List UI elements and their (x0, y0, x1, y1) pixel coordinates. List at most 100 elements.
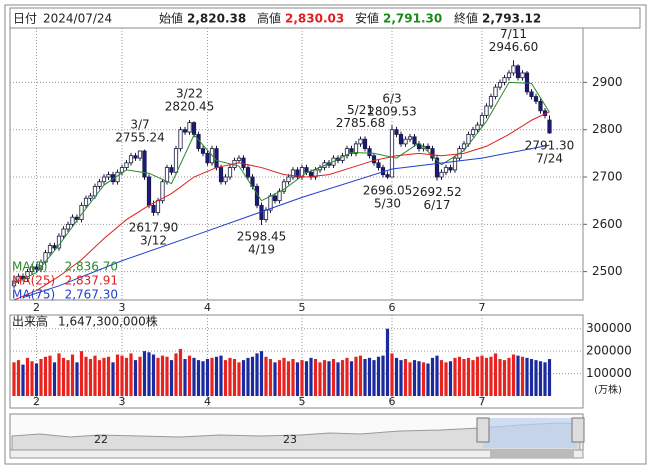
volume-bar (277, 360, 282, 396)
x-tick-label: 6 (389, 395, 396, 408)
volume-bar (403, 359, 408, 396)
volume-bar (282, 357, 286, 396)
candle-body (106, 174, 111, 178)
volume-bar (304, 361, 309, 396)
volume-bar (430, 357, 435, 396)
volume-bar (417, 361, 421, 396)
volume-bar (322, 360, 327, 396)
candle-body (520, 72, 525, 79)
candle-body (304, 167, 309, 173)
candle-body (488, 96, 494, 107)
date: 2024/07/24 (43, 12, 112, 26)
candle-body (191, 122, 197, 135)
volume-bar (178, 348, 183, 396)
volume-bar (471, 360, 475, 396)
volume-bar (232, 359, 237, 396)
volume-bar (453, 357, 457, 396)
y-tick-label: 200000 (586, 344, 632, 358)
x-tick-label: 2 (33, 395, 40, 408)
volume-bar (534, 360, 538, 396)
volume-bar (192, 357, 196, 396)
volume-bar (426, 363, 430, 396)
candle-body (47, 245, 53, 254)
volume-bar (286, 361, 291, 396)
candle-body (443, 167, 449, 173)
volume-bar (169, 360, 174, 396)
candle-body (484, 105, 489, 116)
volume-bar (88, 359, 93, 396)
candle-body (398, 134, 404, 145)
candle-body (349, 148, 354, 154)
candle-body (155, 200, 161, 213)
volume-bar (340, 360, 345, 396)
candle-body (515, 65, 521, 79)
candle-body (524, 72, 530, 93)
candle-body (493, 86, 498, 97)
annotation-date: 4/19 (248, 243, 275, 257)
annotation-value: 2755.24 (115, 130, 165, 144)
volume-bar (264, 356, 268, 396)
candle-body (295, 169, 300, 178)
volume-bar (165, 356, 169, 396)
price-panel (9, 27, 584, 301)
annotation-value: 2692.52 (412, 185, 462, 199)
volume-bar (376, 356, 381, 396)
volume-bar (174, 353, 178, 396)
ma-line (13, 81, 550, 284)
volume-bar (291, 359, 295, 396)
annotation-value: 2785.68 (336, 116, 386, 130)
candle-body (452, 157, 458, 171)
candle-body (263, 209, 269, 220)
volume-bar (448, 361, 453, 396)
candle-body (529, 91, 534, 97)
high-label: 高値 (257, 11, 281, 26)
x-tick-label: 7 (479, 301, 486, 314)
volume-bar (142, 351, 147, 396)
volume-bar (462, 359, 466, 396)
volume-total: 1,647,300,000株 (58, 314, 158, 329)
annotation-date: 3/12 (140, 233, 167, 247)
volume-bar (79, 351, 84, 396)
close: 2,793.12 (482, 12, 541, 26)
candle-body (412, 136, 417, 145)
volume-bar (372, 360, 376, 396)
volume-bar (205, 359, 210, 396)
candle-body (389, 129, 395, 178)
navigator-handle-left[interactable] (476, 417, 490, 443)
candle-body (533, 96, 539, 102)
y-tick-label: 2700 (592, 170, 623, 184)
candle-body (281, 181, 287, 192)
x-tick-label: 2 (33, 301, 40, 314)
candle-body (151, 204, 156, 213)
candle-body (223, 176, 228, 183)
candle-body (376, 162, 381, 168)
scrollbar[interactable] (9, 449, 584, 459)
candles (11, 60, 552, 300)
candle-body (385, 174, 390, 178)
navigator-handle-right[interactable] (571, 417, 585, 443)
volume-bar (349, 361, 354, 396)
navigator-window[interactable] (483, 418, 577, 448)
annotation-date: 6/17 (424, 198, 451, 212)
volume-bar (520, 356, 525, 396)
close-label: 終値 (454, 11, 478, 26)
volume-bar (124, 357, 129, 396)
annotation-value: 2946.60 (489, 40, 539, 54)
navigator-label: 22 (94, 433, 108, 446)
volume-bar (241, 360, 246, 396)
candle-body (164, 167, 170, 183)
volume-bar (250, 356, 255, 396)
x-tick-label: 5 (299, 301, 306, 314)
volume-bar (354, 356, 358, 396)
low-label: 安値 (355, 11, 379, 26)
volume-bar (381, 355, 385, 396)
ma-line (22, 144, 550, 299)
y-tick-label: 100000 (586, 366, 632, 380)
annotation-date: 7/11 (500, 27, 527, 41)
scrollbar-thumb[interactable] (490, 450, 574, 458)
x-tick-label: 7 (479, 395, 486, 408)
candle-body (61, 228, 66, 237)
candle-body (133, 155, 138, 159)
annotation-date: 3/22 (176, 87, 203, 101)
candle-body (29, 266, 35, 273)
